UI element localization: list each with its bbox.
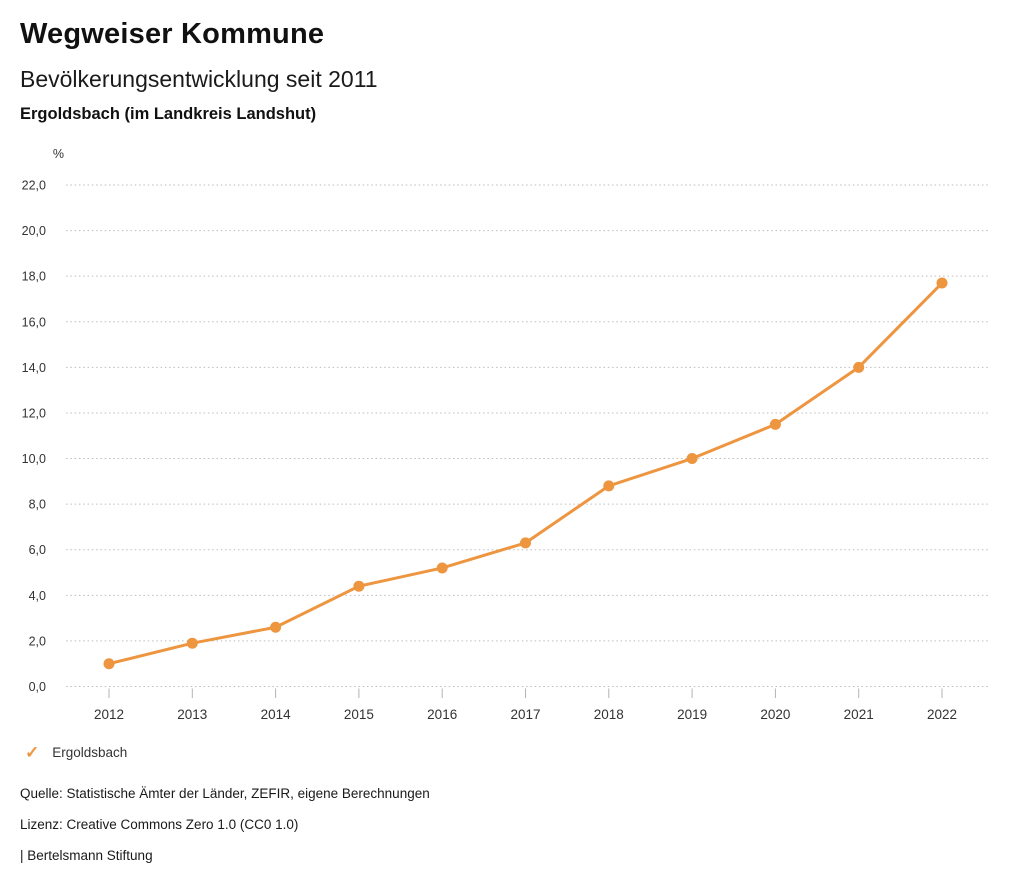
y-axis-tick-label: 12,0: [22, 406, 46, 420]
y-axis-tick-label: 6,0: [29, 543, 46, 557]
y-axis-tick-label: 8,0: [29, 498, 46, 512]
legend: ✓ Ergoldsbach: [25, 744, 127, 761]
y-axis-tick-label: 2,0: [29, 634, 46, 648]
x-axis-tick-label: 2022: [927, 707, 957, 722]
data-point-2019[interactable]: [686, 453, 698, 465]
x-axis-tick-label: 2018: [594, 707, 624, 722]
x-axis-tick-label: 2013: [177, 707, 207, 722]
data-point-2016[interactable]: [436, 562, 448, 574]
data-point-2018[interactable]: [603, 480, 615, 492]
y-axis-tick-label: 10,0: [22, 452, 46, 466]
y-axis-tick-label: 4,0: [29, 589, 46, 603]
page-title: Wegweiser Kommune: [20, 18, 325, 50]
x-axis-tick-label: 2021: [844, 707, 874, 722]
legend-item-label: Ergoldsbach: [52, 745, 128, 760]
y-axis-tick-label: 0,0: [29, 680, 46, 694]
data-point-2014[interactable]: [270, 621, 282, 633]
y-axis-tick-label: 20,0: [22, 224, 46, 238]
x-axis-tick-label: 2015: [344, 707, 374, 722]
source-text: Quelle: Statistische Ämter der Länder, Z…: [20, 786, 430, 801]
x-axis-tick-label: 2017: [510, 707, 540, 722]
data-point-2012[interactable]: [103, 658, 115, 670]
y-axis-tick-label: 22,0: [22, 179, 46, 193]
x-axis-tick-label: 2020: [760, 707, 790, 722]
region-subtitle: Ergoldsbach (im Landkreis Landshut): [20, 105, 317, 123]
series-line-ergoldsbach: [107, 281, 944, 666]
y-axis-tick-label: 18,0: [22, 270, 46, 284]
population-line-chart: % 0,0 2,0 4,0 6,0 8,0 10,0 12,0 14,0 16,0 18,0 20,0…: [22, 147, 990, 722]
y-axis-tick-label: 16,0: [22, 315, 46, 329]
x-axis-tick-label: 2014: [261, 707, 292, 722]
data-point-2021[interactable]: [853, 361, 865, 373]
y-axis-tick-label: 14,0: [22, 361, 46, 375]
license-text: Lizenz: Creative Commons Zero 1.0 (CC0 1…: [20, 817, 299, 832]
data-point-2017[interactable]: [520, 537, 531, 549]
data-point-2015[interactable]: [353, 580, 365, 592]
data-point-2020[interactable]: [769, 418, 781, 430]
chart-title: Bevölkerungsentwicklung seit 2011: [20, 66, 378, 92]
attribution-text: | Bertelsmann Stiftung: [20, 848, 153, 863]
x-axis-tick-label: 2019: [677, 707, 707, 722]
check-icon: ✓: [25, 743, 40, 762]
x-axis-tick-label: 2012: [94, 707, 124, 722]
y-axis-unit-label: %: [53, 147, 64, 161]
x-axis-tick-label: 2016: [427, 707, 457, 722]
data-point-2022[interactable]: [936, 277, 948, 289]
legend-item-ergoldsbach[interactable]: ✓ Ergoldsbach: [25, 744, 127, 761]
data-point-2013[interactable]: [186, 637, 198, 649]
